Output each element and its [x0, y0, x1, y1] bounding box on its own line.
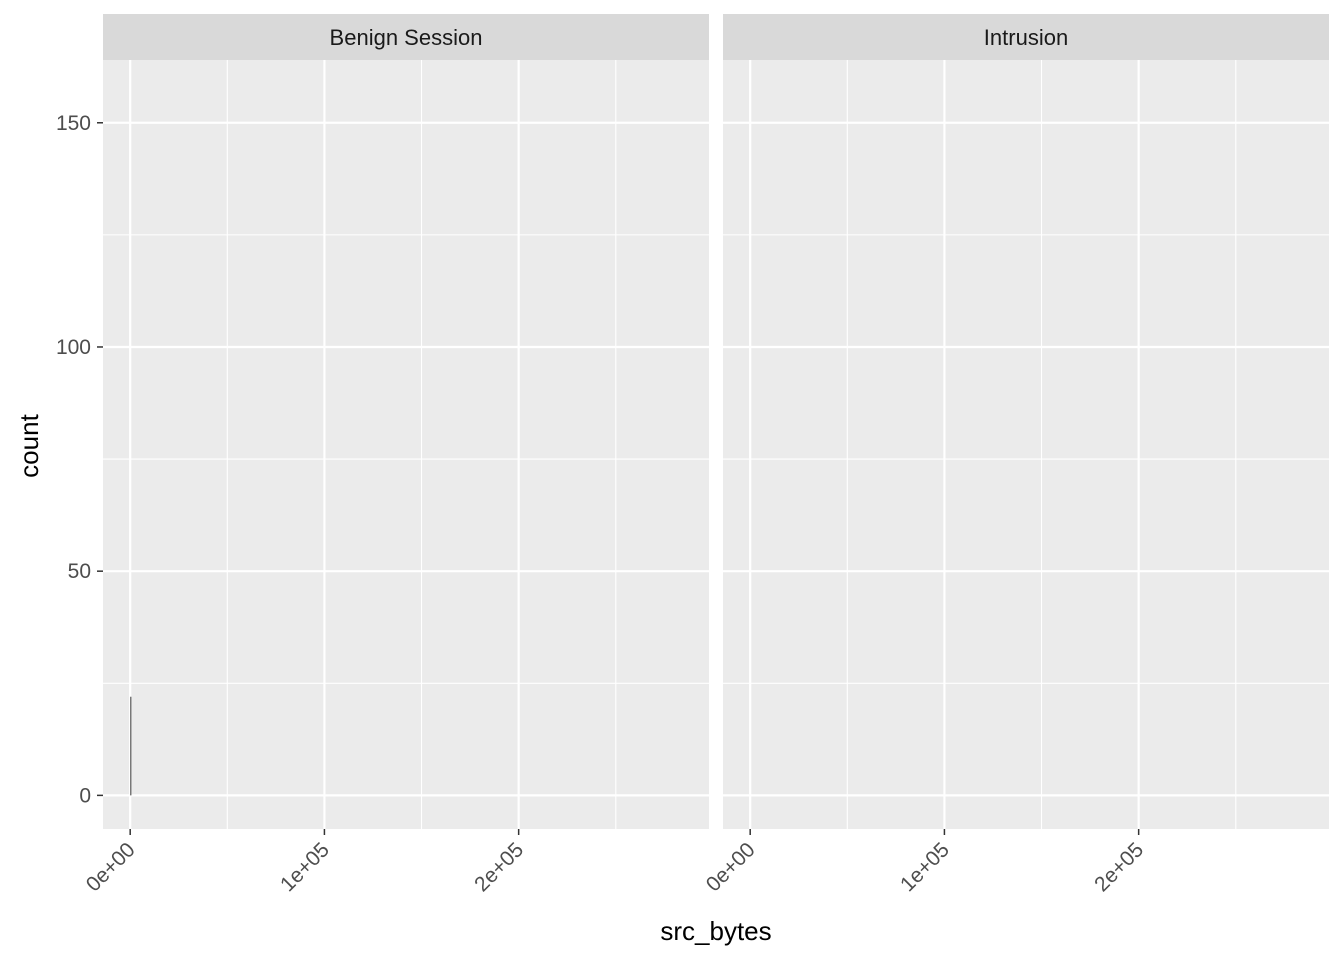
- y-tick-label: 50: [68, 560, 91, 583]
- x-tick-label: 0e+00: [82, 838, 140, 896]
- panel-background: [103, 60, 709, 829]
- x-tick-label: 2e+05: [470, 838, 528, 896]
- facets: Benign Session 0e+00 1e+05 2e+05 0 50 100 150 In…: [56, 14, 1329, 896]
- facet-panel: Benign Session 0e+00 1e+05 2e+05 0 50 100 150: [56, 14, 709, 896]
- y-tick-label: 150: [56, 112, 91, 135]
- facet-panel: Intrusion 0e+00 1e+05 2e+05: [702, 14, 1329, 896]
- facet-strip-label: Intrusion: [984, 25, 1068, 50]
- histogram-bar: [130, 696, 132, 796]
- y-tick-label: 0: [79, 784, 91, 807]
- facet-strip: [103, 14, 709, 60]
- facet-strip-label: Benign Session: [330, 25, 483, 50]
- panel-background: [723, 60, 1329, 829]
- x-axis-title: src_bytes: [660, 916, 771, 946]
- x-tick-label: 1e+05: [896, 838, 954, 896]
- x-tick-label: 0e+00: [702, 838, 760, 896]
- facet-strip: [723, 14, 1329, 60]
- y-axis-title: count: [14, 413, 44, 477]
- x-tick-label: 1e+05: [276, 838, 334, 896]
- y-tick-label: 100: [56, 336, 91, 359]
- x-tick-label: 2e+05: [1090, 838, 1148, 896]
